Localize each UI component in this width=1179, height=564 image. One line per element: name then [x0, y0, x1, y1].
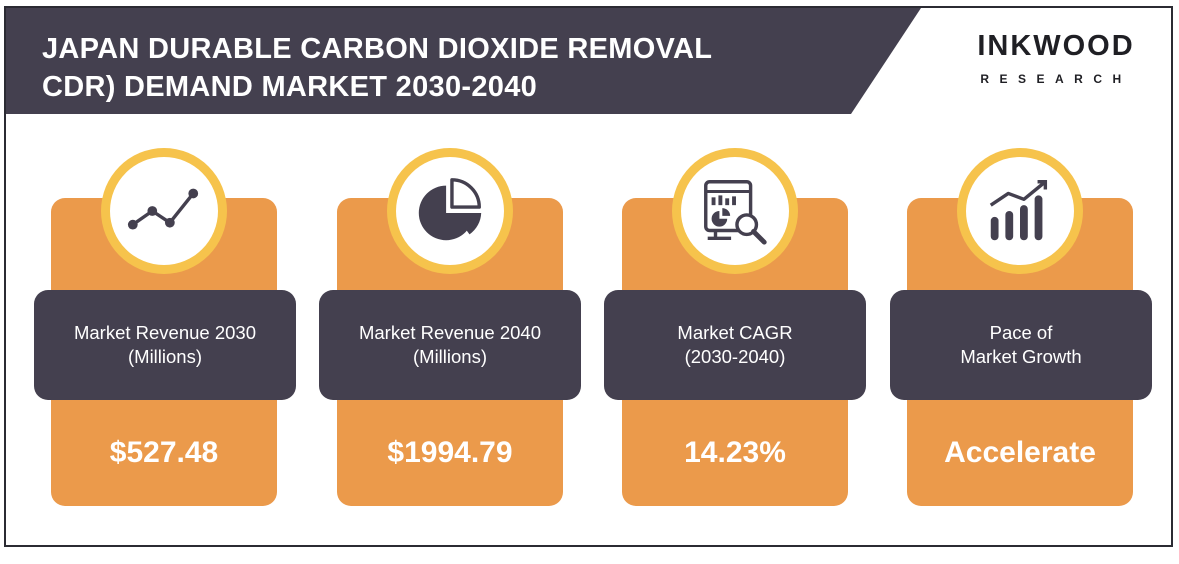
- icon-ring: [672, 148, 798, 274]
- header-banner: JAPAN DURABLE CARBON DIOXIDE REMOVAL CDR…: [6, 8, 1171, 114]
- card-label-line-2: Market Growth: [960, 346, 1082, 367]
- growth-bars-icon: [989, 180, 1048, 241]
- logo-subtitle: RESEARCH: [980, 72, 1132, 86]
- infographic-frame: JAPAN DURABLE CARBON DIOXIDE REMOVAL CDR…: [4, 6, 1173, 547]
- value-market-revenue-2040: $1994.79: [387, 436, 513, 469]
- card-label-line-1: Market CAGR: [677, 322, 793, 343]
- icon-ring: [387, 148, 513, 274]
- card-label-line-2: (Millions): [413, 346, 487, 367]
- page-title: JAPAN DURABLE CARBON DIOXIDE REMOVAL CDR…: [42, 30, 712, 106]
- title-line-1: JAPAN DURABLE CARBON DIOXIDE REMOVAL: [42, 33, 713, 65]
- icon-ring: [101, 148, 227, 274]
- card-label-line-2: (2030-2040): [684, 346, 786, 367]
- logo: INKWOOD RESEARCH: [851, 8, 1171, 114]
- card-label-line-2: (Millions): [128, 346, 202, 367]
- value-pace-of-market-growth: Accelerate: [944, 436, 1096, 469]
- line-chart-icon: [127, 188, 199, 230]
- label-market-cagr: Market CAGR (2030-2040): [604, 290, 866, 400]
- pie-chart-icon: [418, 178, 482, 241]
- logo-wordmark: INKWOOD: [977, 30, 1135, 62]
- card-label-line-1: Pace of: [989, 322, 1053, 343]
- value-market-revenue-2030: $527.48: [109, 436, 219, 469]
- title-line-2: CDR) DEMAND MARKET 2030-2040: [42, 71, 538, 103]
- label-market-revenue-2040: Market Revenue 2040 (Millions): [319, 290, 581, 400]
- icon-ring: [957, 148, 1083, 274]
- label-pace-of-market-growth: Pace of Market Growth: [890, 290, 1152, 400]
- report-analysis-icon: [704, 180, 767, 245]
- label-market-revenue-2030: Market Revenue 2030 (Millions): [34, 290, 296, 400]
- card-label-line-1: Market Revenue 2040: [358, 322, 542, 343]
- value-market-cagr: 14.23%: [684, 436, 786, 469]
- card-label-line-1: Market Revenue 2030: [73, 322, 257, 343]
